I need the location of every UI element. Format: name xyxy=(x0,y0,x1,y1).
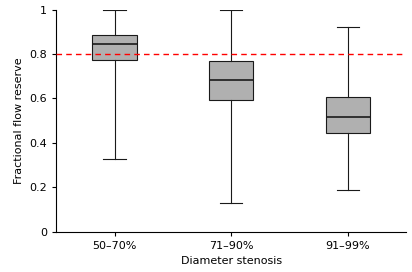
PathPatch shape xyxy=(209,61,253,100)
X-axis label: Diameter stenosis: Diameter stenosis xyxy=(181,256,282,267)
PathPatch shape xyxy=(326,97,370,133)
PathPatch shape xyxy=(92,35,137,60)
Y-axis label: Fractional flow reserve: Fractional flow reserve xyxy=(14,57,24,184)
